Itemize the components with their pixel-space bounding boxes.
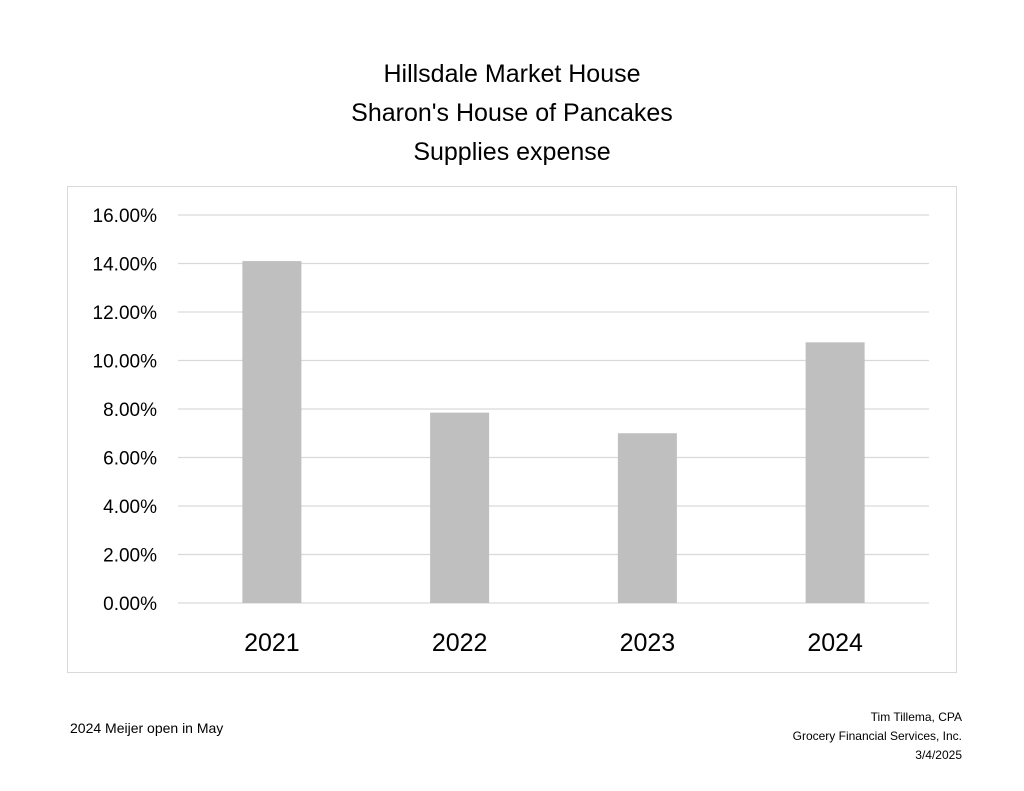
bar-2022	[430, 412, 490, 603]
x-tick-label: 2022	[432, 629, 488, 657]
bar-2024	[805, 342, 865, 603]
chart-title-line-1: Hillsdale Market House	[383, 60, 641, 88]
y-tick-label: 0.00%	[103, 594, 157, 615]
chart-title-line-3: Supplies expense	[413, 138, 611, 166]
chart-title-line-2: Sharon's House of Pancakes	[351, 99, 673, 127]
x-tick-label: 2024	[807, 629, 863, 657]
y-tick-label: 2.00%	[103, 546, 157, 567]
y-tick-label: 10.00%	[93, 352, 158, 373]
signature-block: Tim Tillema, CPA Grocery Financial Servi…	[793, 708, 962, 765]
y-tick-label: 14.00%	[93, 255, 158, 276]
footnote: 2024 Meijer open in May	[70, 720, 224, 736]
bar-2023	[617, 433, 677, 603]
bar-2021	[242, 261, 302, 603]
x-tick-label: 2021	[244, 629, 300, 657]
y-tick-label: 6.00%	[103, 449, 157, 470]
x-tick-label: 2023	[620, 629, 676, 657]
author-name: Tim Tillema, CPA	[870, 710, 962, 724]
report-date: 3/4/2025	[915, 748, 962, 762]
y-tick-label: 4.00%	[103, 497, 157, 518]
y-tick-label: 16.00%	[93, 206, 158, 227]
company-name: Grocery Financial Services, Inc.	[792, 729, 962, 743]
y-tick-label: 8.00%	[103, 400, 157, 421]
chart-area-frame	[67, 186, 957, 673]
y-tick-label: 12.00%	[93, 303, 158, 324]
